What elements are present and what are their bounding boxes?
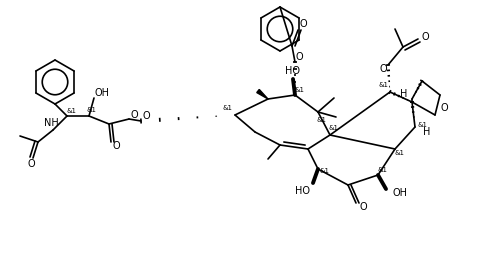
Text: &1: &1	[67, 108, 77, 114]
Text: O: O	[130, 110, 138, 120]
Text: H: H	[422, 127, 430, 137]
Text: O: O	[359, 202, 366, 212]
Text: &1: &1	[378, 82, 388, 88]
Text: OH: OH	[392, 188, 407, 198]
Text: O: O	[299, 19, 306, 29]
Text: &1: &1	[319, 168, 329, 174]
Polygon shape	[256, 89, 268, 99]
Text: OH: OH	[94, 88, 109, 98]
Text: &1: &1	[394, 150, 404, 156]
Text: O: O	[378, 64, 386, 74]
Text: O: O	[142, 111, 149, 121]
Text: HO: HO	[285, 66, 300, 76]
Text: &1: &1	[87, 107, 97, 113]
Text: &1: &1	[222, 105, 232, 111]
Text: &1: &1	[316, 117, 326, 123]
Text: HO: HO	[295, 186, 310, 196]
Text: NH: NH	[44, 118, 58, 128]
Text: O: O	[439, 103, 447, 113]
Text: &1: &1	[417, 122, 427, 128]
Text: &1: &1	[328, 125, 338, 131]
Text: O: O	[112, 141, 120, 151]
Text: O: O	[27, 159, 35, 169]
Text: H: H	[399, 89, 407, 99]
Text: &1: &1	[377, 167, 387, 173]
Text: O: O	[295, 52, 302, 62]
Text: O: O	[420, 32, 428, 42]
Text: &1: &1	[295, 87, 305, 93]
